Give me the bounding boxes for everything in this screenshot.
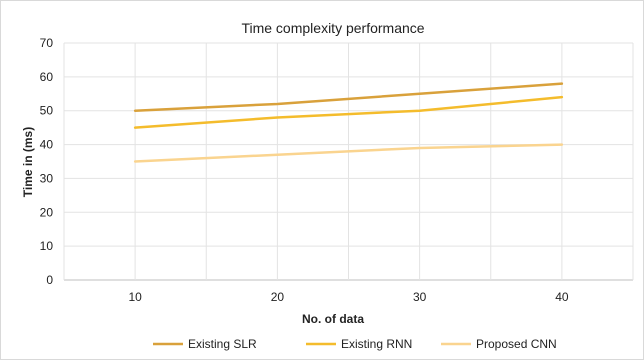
y-tick-label: 70	[40, 36, 54, 50]
x-tick-label: 20	[271, 290, 285, 304]
y-tick-label: 50	[40, 104, 54, 118]
series-line-2	[133, 95, 564, 129]
y-tick-label: 30	[40, 171, 54, 185]
legend-label: Existing SLR	[188, 337, 257, 351]
series-lines	[133, 82, 564, 163]
y-tick-label: 10	[40, 239, 54, 253]
x-axis-label: No. of data	[302, 312, 364, 326]
legend-label: Proposed CNN	[476, 337, 557, 351]
series-line-3	[133, 143, 564, 163]
y-axis-ticks: 0 10 20 30 40 50 60 70	[40, 36, 54, 287]
x-axis-ticks: 10 20 30 40	[128, 290, 568, 304]
legend-label: Existing RNN	[341, 337, 412, 351]
y-tick-label: 40	[40, 138, 54, 152]
y-tick-label: 20	[40, 205, 54, 219]
chart-title: Time complexity performance	[241, 20, 424, 36]
y-tick-label: 0	[46, 273, 53, 287]
y-tick-label: 60	[40, 70, 54, 84]
x-tick-label: 30	[413, 290, 427, 304]
x-tick-label: 10	[128, 290, 142, 304]
y-axis-label: Time in (ms)	[21, 127, 35, 197]
legend: Existing SLR Existing RNN Proposed CNN	[153, 337, 557, 351]
series-line-1	[133, 82, 564, 112]
x-tick-label: 40	[555, 290, 569, 304]
